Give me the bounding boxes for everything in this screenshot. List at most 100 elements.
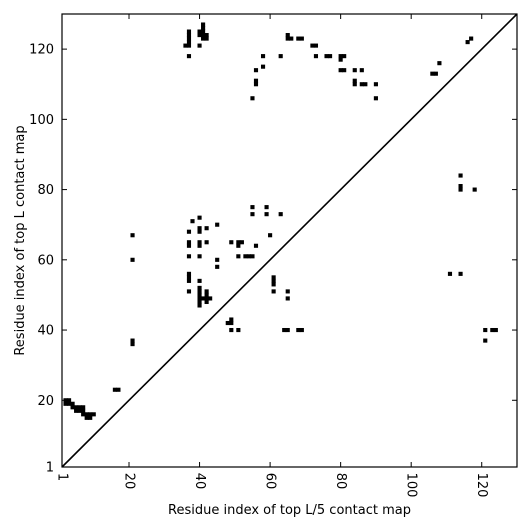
contact-point	[197, 299, 202, 305]
contact-point	[243, 254, 248, 259]
contact-point	[229, 327, 234, 333]
contact-point	[271, 289, 276, 294]
diagonal-line	[61, 13, 518, 468]
contact-point	[313, 43, 319, 48]
contact-point	[186, 54, 192, 59]
contact-point	[204, 36, 209, 41]
contact-point	[250, 254, 255, 259]
contact-point	[197, 215, 202, 220]
contact-point	[246, 254, 251, 259]
contact-point	[186, 33, 192, 38]
contact-point	[278, 54, 283, 59]
x-tick-label: 100	[404, 473, 419, 498]
contact-point	[430, 71, 435, 76]
contact-point	[204, 289, 209, 294]
contact-point	[116, 387, 121, 392]
contact-point	[260, 64, 266, 69]
contact-point	[458, 184, 463, 189]
contact-point	[264, 212, 269, 217]
contact-point	[84, 415, 89, 420]
contact-point	[215, 257, 220, 262]
contact-point	[186, 275, 192, 280]
plot-frame	[61, 13, 518, 468]
contact-point	[215, 222, 220, 227]
contact-point	[260, 54, 266, 59]
contact-point	[197, 229, 202, 234]
contact-point	[186, 229, 192, 234]
contact-point	[197, 33, 202, 38]
x-tick-label: 120	[474, 473, 489, 498]
contact-point	[186, 289, 192, 294]
contact-point	[250, 212, 255, 217]
contact-point	[278, 212, 283, 217]
contact-point	[483, 338, 488, 343]
contact-point	[271, 278, 276, 283]
x-tick-label: 40	[192, 473, 207, 490]
contact-point	[201, 29, 206, 34]
contact-point	[201, 296, 206, 301]
contact-point	[285, 36, 290, 41]
contact-point	[236, 240, 241, 245]
contact-point	[310, 43, 315, 48]
data-points	[63, 22, 498, 420]
contact-point	[338, 54, 343, 59]
contact-point	[77, 408, 82, 413]
contact-point	[352, 78, 357, 83]
x-tick-label: 20	[122, 473, 137, 490]
contact-point	[271, 282, 276, 287]
y-tick-label: 100	[29, 113, 54, 128]
contact-point	[186, 240, 192, 245]
contact-point	[465, 40, 470, 45]
contact-point	[63, 401, 68, 406]
contact-point	[197, 240, 202, 245]
contact-point	[363, 82, 368, 87]
contact-point	[285, 33, 290, 38]
contact-point	[338, 57, 343, 62]
contact-point	[215, 264, 220, 269]
contact-point	[204, 292, 209, 297]
contact-point	[201, 36, 206, 41]
contact-point	[84, 412, 89, 417]
contact-point	[197, 285, 202, 290]
contact-point	[253, 78, 259, 83]
contact-point	[74, 405, 79, 410]
contact-point	[299, 327, 304, 333]
contact-point	[204, 226, 209, 231]
contact-point	[81, 405, 86, 410]
contact-point	[359, 82, 364, 87]
y-tick-label: 1	[46, 461, 54, 476]
contact-point	[197, 29, 202, 34]
contact-point	[268, 233, 273, 238]
contact-point	[91, 412, 96, 417]
contact-point	[253, 243, 259, 248]
contact-point	[299, 36, 304, 41]
contact-point	[77, 405, 82, 410]
contact-point	[204, 296, 209, 301]
y-tick-label: 80	[37, 183, 54, 198]
contact-point	[239, 240, 244, 245]
contact-point	[88, 412, 93, 417]
contact-point	[183, 43, 188, 48]
contact-point	[225, 320, 230, 326]
contact-point	[201, 22, 206, 27]
x-tick-label: 60	[263, 473, 278, 490]
contact-point	[186, 29, 192, 34]
contact-point	[373, 96, 378, 101]
contact-point	[208, 296, 213, 301]
contact-point	[197, 243, 202, 248]
y-tick-label: 120	[29, 43, 54, 58]
contact-point	[313, 54, 319, 59]
contact-point	[250, 96, 255, 101]
contact-point	[229, 320, 234, 326]
contact-point	[236, 254, 241, 259]
y-tick-label: 20	[37, 394, 54, 409]
contact-point	[285, 296, 290, 301]
contact-point	[186, 43, 192, 48]
contact-point	[253, 68, 259, 73]
contact-point	[81, 412, 86, 417]
contact-point	[186, 254, 192, 259]
contact-point	[328, 54, 333, 59]
contact-point	[289, 36, 294, 41]
y-tick-label: 60	[37, 253, 54, 268]
contact-point	[236, 243, 241, 248]
